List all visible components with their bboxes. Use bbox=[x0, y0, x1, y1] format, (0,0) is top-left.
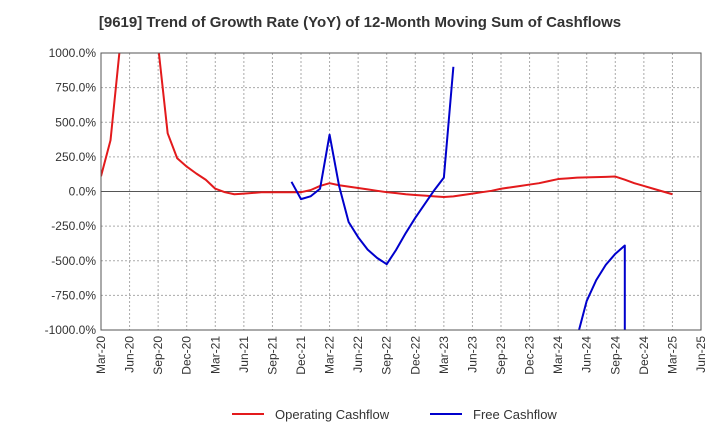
y-tick-label: 500.0% bbox=[55, 115, 96, 129]
x-tick-label: Mar-20 bbox=[94, 336, 108, 374]
legend-label: Operating Cashflow bbox=[275, 407, 390, 422]
series-line-operating-cashflow bbox=[101, 53, 673, 199]
x-tick-label: Dec-21 bbox=[294, 336, 308, 375]
x-tick-label: Dec-22 bbox=[408, 336, 422, 375]
x-tick-label: Sep-22 bbox=[380, 336, 394, 375]
x-tick-label: Dec-20 bbox=[180, 336, 194, 375]
x-tick-label: Sep-24 bbox=[608, 336, 622, 375]
x-tick-label: Sep-23 bbox=[494, 336, 508, 375]
x-tick-label: Mar-24 bbox=[551, 336, 565, 374]
y-tick-label: 750.0% bbox=[55, 81, 96, 95]
x-tick-label: Jun-21 bbox=[237, 336, 251, 373]
legend-label: Free Cashflow bbox=[473, 407, 557, 422]
y-tick-label: -500.0% bbox=[51, 254, 96, 268]
x-tick-label: Mar-21 bbox=[208, 336, 222, 374]
y-tick-label: -1000.0% bbox=[45, 323, 97, 337]
x-tick-label: Sep-20 bbox=[151, 336, 165, 375]
x-tick-label: Dec-24 bbox=[637, 336, 651, 375]
x-tick-label: Jun-24 bbox=[580, 336, 594, 373]
x-tick-label: Mar-25 bbox=[665, 336, 679, 374]
x-axis-ticks: Mar-20 Jun-20 Sep-20 Dec-20 Mar-21 Jun-21 Sep-… bbox=[94, 336, 708, 375]
y-tick-label: 0.0% bbox=[69, 185, 97, 199]
legend: Operating Cashflow Free Cashflow bbox=[232, 407, 557, 422]
x-tick-label: Jun-23 bbox=[465, 336, 479, 373]
y-tick-label: -250.0% bbox=[51, 219, 96, 233]
plot-frame bbox=[100, 52, 702, 331]
series-line-free-cashflow bbox=[577, 244, 626, 330]
x-tick-label: Mar-23 bbox=[437, 336, 451, 374]
series-line-free-cashflow bbox=[290, 66, 455, 266]
x-tick-label: Sep-21 bbox=[265, 336, 279, 375]
x-tick-label: Dec-23 bbox=[523, 336, 537, 375]
y-tick-label: -750.0% bbox=[51, 288, 96, 302]
x-tick-label: Jun-25 bbox=[694, 336, 708, 373]
series-layer bbox=[101, 53, 673, 330]
y-tick-label: 250.0% bbox=[55, 150, 96, 164]
y-axis-ticks: 1000.0% 750.0% 500.0% 250.0% 0.0% -250.0% -500… bbox=[45, 46, 97, 337]
x-tick-label: Jun-22 bbox=[351, 336, 365, 373]
chart-title: [9619] Trend of Growth Rate (YoY) of 12-… bbox=[98, 14, 622, 31]
x-tick-label: Mar-22 bbox=[323, 336, 337, 374]
grid-layer bbox=[101, 53, 701, 330]
y-tick-label: 1000.0% bbox=[49, 46, 97, 60]
x-tick-label: Jun-20 bbox=[123, 336, 137, 373]
